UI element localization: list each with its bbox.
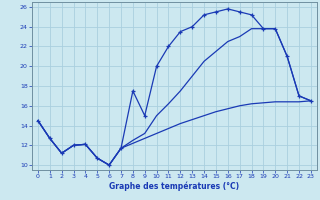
- X-axis label: Graphe des températures (°C): Graphe des températures (°C): [109, 182, 239, 191]
